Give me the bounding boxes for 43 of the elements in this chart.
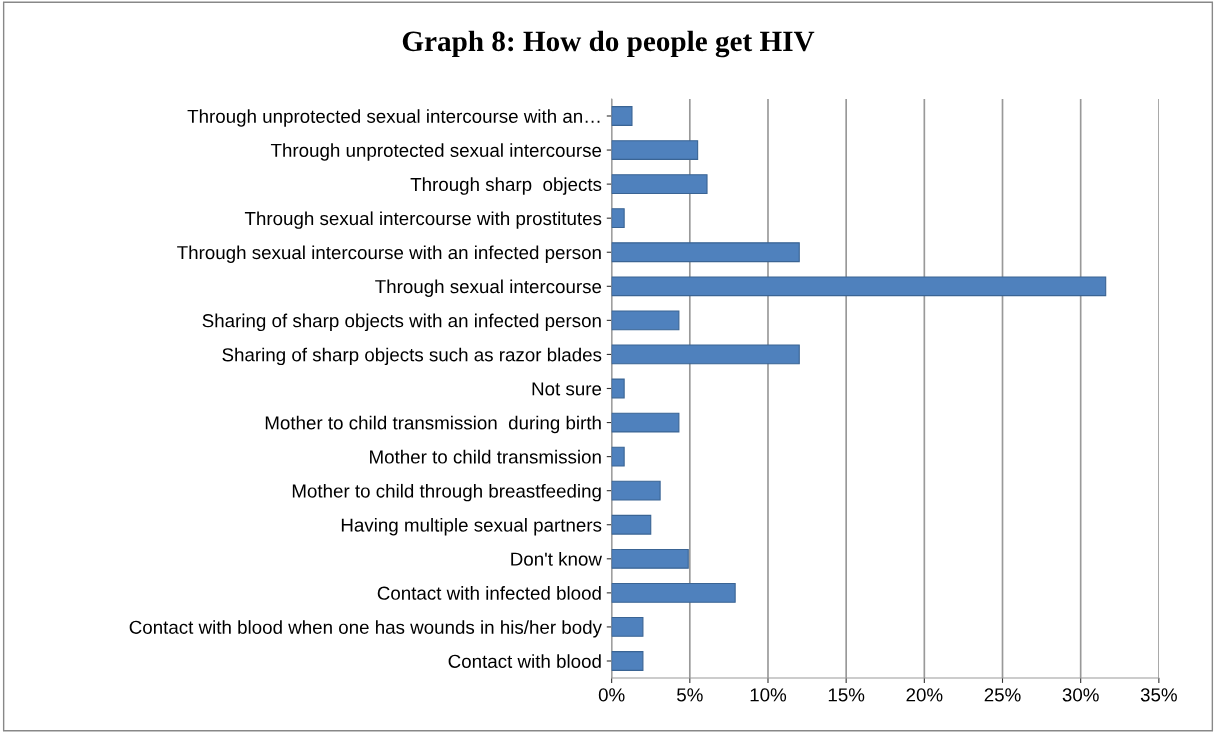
bar	[611, 310, 680, 331]
bar	[611, 548, 689, 569]
y-tick-label: Mother to child transmission during birth	[265, 415, 601, 434]
bar	[611, 446, 625, 467]
bar	[611, 412, 680, 433]
bar	[611, 480, 661, 501]
bar	[611, 651, 644, 671]
y-tick-label: Through sexual intercourse with prostitutes	[244, 211, 602, 229]
bar	[611, 242, 800, 263]
bar	[611, 276, 1107, 297]
y-tick-label: Having multiple sexual partners	[341, 517, 602, 536]
chart-title: Graph 8: How do people get HIV	[402, 30, 815, 58]
y-tick-label: Through unprotected sexual intercourse	[270, 143, 602, 161]
x-tick-label: 35%	[1140, 688, 1177, 702]
y-tick-label: Through sharp objects	[410, 177, 602, 195]
y-tick-label: Sharing of sharp objects such as razor blades	[222, 347, 602, 366]
y-tick-label: Not sure	[532, 382, 602, 396]
bar	[611, 106, 633, 126]
x-tick-label: 25%	[984, 688, 1021, 702]
x-tick-label: 5%	[677, 688, 703, 702]
bar	[611, 140, 699, 160]
bar	[611, 582, 736, 603]
y-tick-label: Through sexual intercourse	[375, 279, 602, 297]
y-tick-label: Mother to child transmission	[370, 449, 601, 464]
bar	[611, 617, 644, 637]
y-tick-label: Sharing of sharp objects with an infected person	[202, 313, 601, 332]
bar	[611, 514, 652, 535]
y-tick-label: Mother to child through breastfeeding	[292, 483, 601, 502]
y-tick-label: Through sexual intercourse with an infected person	[177, 245, 601, 263]
y-tick-label: Contact with blood	[448, 654, 601, 668]
x-tick-label: 10%	[750, 688, 787, 702]
x-tick-label: 15%	[828, 688, 865, 702]
x-tick-label: 30%	[1062, 688, 1099, 702]
bar	[611, 208, 625, 229]
bar	[611, 378, 625, 399]
y-tick-label: Through unprotected sexual intercourse with an…	[187, 109, 600, 127]
y-tick-label: Contact with blood when one has wounds in his/her body	[129, 620, 602, 638]
bar	[611, 344, 800, 365]
x-tick-label: 20%	[906, 688, 943, 702]
y-tick-label: Contact with infected blood	[377, 586, 601, 600]
y-tick-label: Don't know	[511, 552, 602, 566]
x-tick-label: 0%	[598, 688, 625, 702]
bar	[611, 174, 708, 195]
